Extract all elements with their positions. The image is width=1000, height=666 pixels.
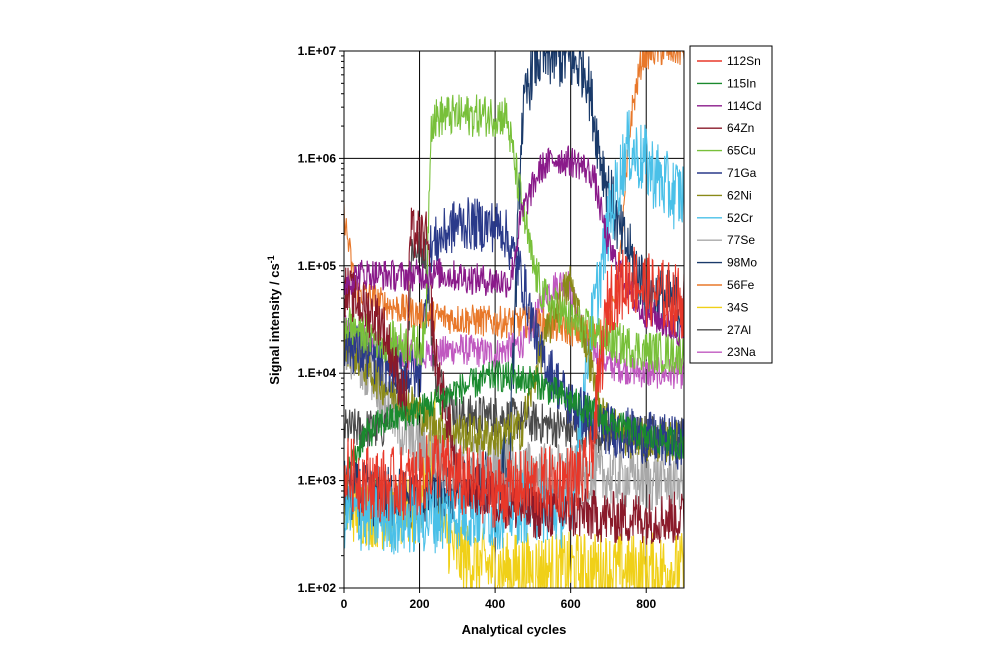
x-tick-label: 600 <box>561 597 581 611</box>
series-group <box>344 51 684 588</box>
y-tick-label: 1.E+03 <box>298 474 337 488</box>
legend-label-23Na: 23Na <box>727 345 756 359</box>
series-line-65Cu <box>344 94 684 375</box>
series-line-64Zn <box>344 207 684 545</box>
y-tick-label: 1.E+02 <box>298 581 337 595</box>
legend-label-34S: 34S <box>727 300 748 314</box>
y-axis-label-main: Signal intensity / cs <box>267 263 282 384</box>
legend-label-115In: 115In <box>727 76 756 90</box>
y-axis-label: Signal intensity / cs-1 <box>266 255 282 384</box>
x-tick-label: 400 <box>485 597 505 611</box>
legend: 112Sn 115In 114Cd 64Zn 65Cu 71Ga 62Ni 52Cr 77Se 9… <box>689 45 773 364</box>
x-tick-label: 0 <box>341 597 348 611</box>
y-tick-label: 1.E+07 <box>298 44 337 58</box>
legend-label-65Cu: 65Cu <box>727 144 756 158</box>
plot-frame <box>343 50 685 589</box>
x-tick-label: 200 <box>410 597 430 611</box>
legend-label-27Al: 27Al <box>727 323 751 337</box>
legend-label-112Sn: 112Sn <box>727 54 761 68</box>
y-tick-label: 1.E+06 <box>298 151 337 165</box>
legend-label-98Mo: 98Mo <box>727 256 757 270</box>
y-axis-ticks: 1.E+02 1.E+03 1.E+04 1.E+05 1.E+06 1.E+07 <box>298 44 344 595</box>
y-tick-label: 1.E+05 <box>298 259 337 273</box>
x-axis-label: Analytical cycles <box>462 622 567 637</box>
series-line-115In <box>344 359 684 492</box>
series-line-112Sn <box>344 246 684 528</box>
legend-label-52Cr: 52Cr <box>727 211 753 225</box>
y-axis-label-superscript: -1 <box>266 255 276 263</box>
legend-label-64Zn: 64Zn <box>727 121 754 135</box>
legend-label-77Se: 77Se <box>727 233 755 247</box>
legend-label-62Ni: 62Ni <box>727 188 752 202</box>
legend-label-114Cd: 114Cd <box>727 99 761 113</box>
plot-area <box>343 50 685 589</box>
legend-label-71Ga: 71Ga <box>727 166 757 180</box>
legend-items: 112Sn 115In 114Cd 64Zn 65Cu 71Ga 62Ni 52Cr 77Se 9… <box>697 54 761 359</box>
series-line-71Ga <box>344 197 684 470</box>
legend-label-56Fe: 56Fe <box>727 278 755 292</box>
y-tick-label: 1.E+04 <box>298 366 337 380</box>
x-tick-label: 800 <box>636 597 656 611</box>
legend-box <box>689 45 773 364</box>
x-axis-ticks: 0 200 400 600 800 <box>341 588 657 611</box>
